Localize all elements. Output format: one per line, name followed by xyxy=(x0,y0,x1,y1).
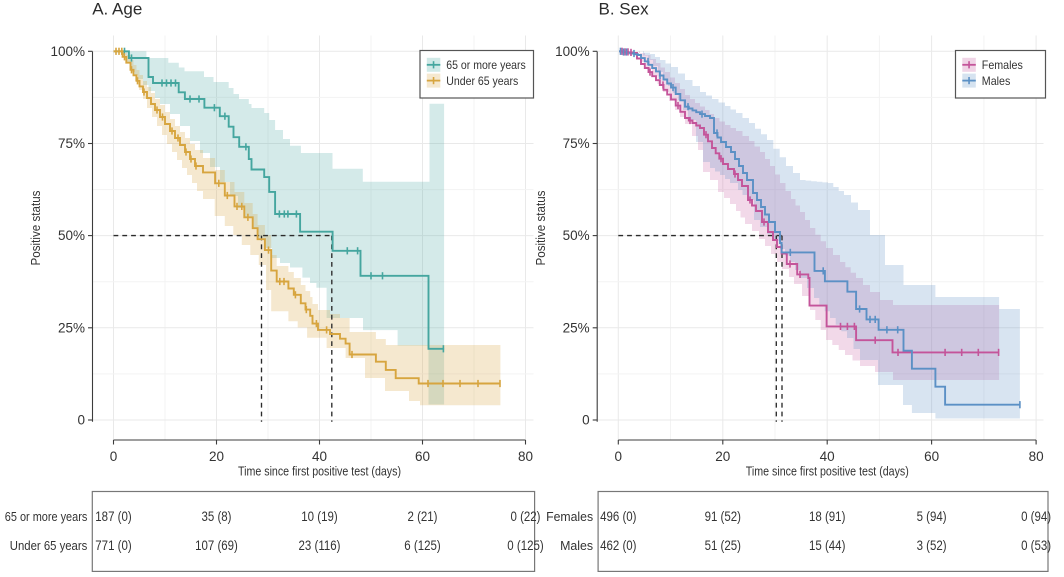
svg-text:35 (8): 35 (8) xyxy=(202,509,232,524)
svg-text:23 (116): 23 (116) xyxy=(299,538,341,553)
svg-text:107 (69): 107 (69) xyxy=(195,538,238,553)
svg-text:65 or more years: 65 or more years xyxy=(446,58,526,72)
svg-text:Under 65 years: Under 65 years xyxy=(10,538,88,553)
svg-text:771 (0): 771 (0) xyxy=(95,538,131,553)
svg-text:0 (53): 0 (53) xyxy=(1021,538,1051,553)
svg-text:65 or more years: 65 or more years xyxy=(5,509,88,524)
svg-text:Females: Females xyxy=(982,58,1023,72)
svg-text:Males: Males xyxy=(982,74,1011,88)
svg-text:3 (52): 3 (52) xyxy=(917,538,947,553)
svg-text:75%: 75% xyxy=(563,136,590,151)
svg-text:0: 0 xyxy=(615,449,623,464)
svg-text:5 (94): 5 (94) xyxy=(917,509,947,524)
svg-text:Time since first positive test: Time since first positive test (days) xyxy=(238,464,401,479)
svg-text:462 (0): 462 (0) xyxy=(600,538,636,553)
svg-text:0 (94): 0 (94) xyxy=(1021,509,1051,524)
svg-text:496 (0): 496 (0) xyxy=(600,509,636,524)
svg-text:80: 80 xyxy=(518,449,533,464)
svg-text:18 (91): 18 (91) xyxy=(809,509,845,524)
svg-text:100%: 100% xyxy=(50,44,85,59)
svg-text:91 (52): 91 (52) xyxy=(705,509,741,524)
svg-text:6 (125): 6 (125) xyxy=(404,538,440,553)
svg-text:10 (19): 10 (19) xyxy=(301,509,337,524)
svg-text:Females: Females xyxy=(546,509,593,524)
svg-text:60: 60 xyxy=(415,449,430,464)
svg-text:75%: 75% xyxy=(58,136,85,151)
svg-text:20: 20 xyxy=(715,449,730,464)
svg-text:50%: 50% xyxy=(58,228,85,243)
svg-text:0: 0 xyxy=(77,413,85,428)
svg-text:80: 80 xyxy=(1029,449,1044,464)
svg-text:Under 65 years: Under 65 years xyxy=(446,74,518,88)
svg-text:51 (25): 51 (25) xyxy=(705,538,741,553)
svg-text:Males: Males xyxy=(560,538,593,553)
svg-text:25%: 25% xyxy=(563,320,590,335)
svg-text:Positive status: Positive status xyxy=(28,190,43,265)
svg-text:15 (44): 15 (44) xyxy=(809,538,845,553)
svg-text:187 (0): 187 (0) xyxy=(95,509,131,524)
svg-text:Positive status: Positive status xyxy=(533,190,548,265)
svg-text:0: 0 xyxy=(110,449,118,464)
svg-text:20: 20 xyxy=(209,449,224,464)
svg-text:0: 0 xyxy=(582,413,590,428)
svg-text:100%: 100% xyxy=(555,44,590,59)
svg-text:40: 40 xyxy=(312,449,327,464)
svg-text:B. Sex: B. Sex xyxy=(599,0,650,19)
svg-text:50%: 50% xyxy=(563,228,590,243)
svg-text:0 (125): 0 (125) xyxy=(507,538,543,553)
svg-text:Time since first positive test: Time since first positive test (days) xyxy=(746,464,909,479)
svg-text:0 (22): 0 (22) xyxy=(511,509,541,524)
svg-text:60: 60 xyxy=(924,449,939,464)
svg-text:A. Age: A. Age xyxy=(92,0,142,19)
svg-text:2 (21): 2 (21) xyxy=(408,509,438,524)
svg-text:25%: 25% xyxy=(58,320,85,335)
svg-text:40: 40 xyxy=(820,449,835,464)
